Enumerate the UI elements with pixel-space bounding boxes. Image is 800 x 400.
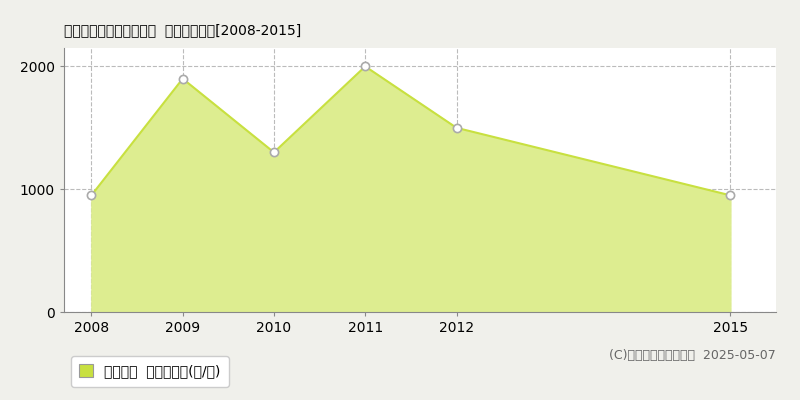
Point — [176, 76, 189, 82]
Point — [724, 192, 737, 198]
Text: 西臼杵郡五ヶ瀬町桑野内  農地価格推移[2008-2015]: 西臼杵郡五ヶ瀬町桑野内 農地価格推移[2008-2015] — [64, 23, 302, 37]
Point — [359, 63, 372, 70]
Point — [450, 125, 463, 131]
Point — [85, 192, 98, 198]
Point — [267, 149, 280, 156]
Text: (C)土地価格ドットコム  2025-05-07: (C)土地価格ドットコム 2025-05-07 — [610, 349, 776, 362]
Legend: 農地価格  平均坪単価(円/坪): 農地価格 平均坪単価(円/坪) — [71, 356, 229, 386]
